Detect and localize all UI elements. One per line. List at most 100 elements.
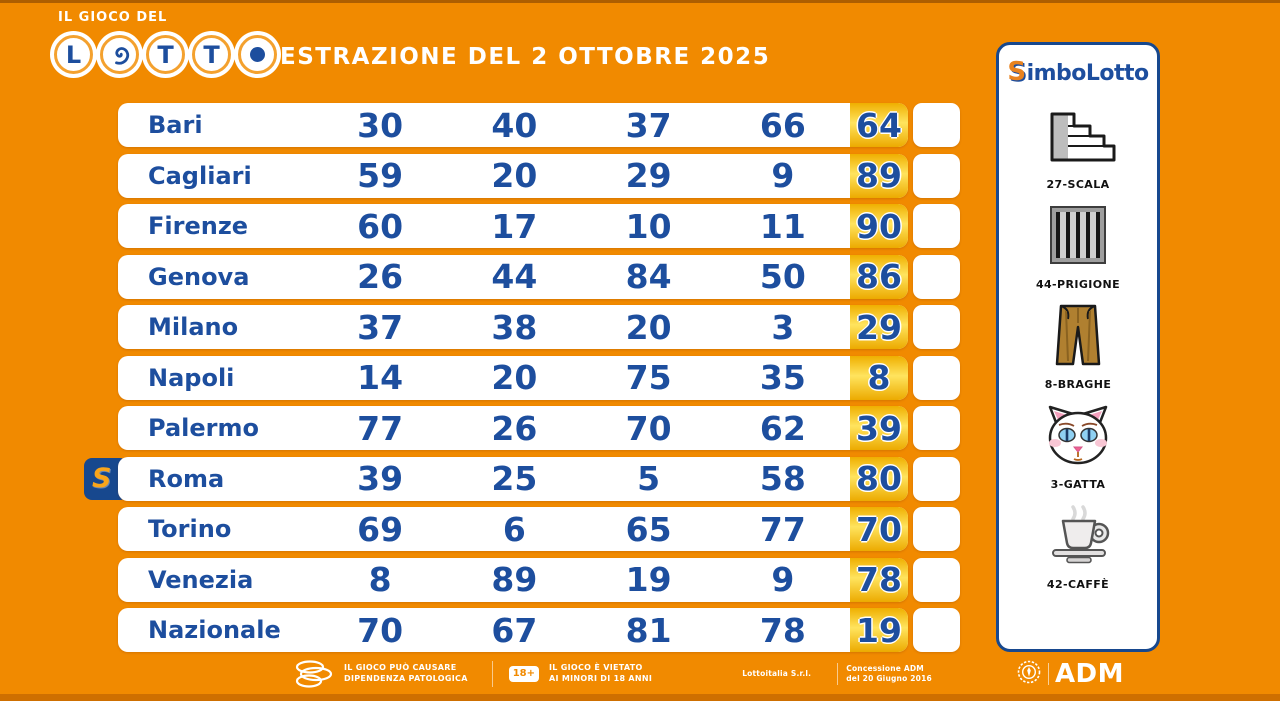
winning-number: 26	[491, 408, 538, 448]
warning-dependency-line1: IL GIOCO PUÒ CAUSARE	[344, 663, 457, 673]
bonus-number: 19	[850, 608, 908, 652]
winning-number: 40	[491, 105, 538, 145]
city-label: Torino	[148, 515, 232, 543]
winning-number: 8	[368, 560, 392, 599]
winning-number: 17	[491, 206, 538, 246]
adm-logo: ADM	[1016, 658, 1124, 690]
winning-number: 89	[491, 560, 538, 599]
winning-number: 81	[625, 610, 672, 650]
row-main: Roma 39 25 5 58 80	[118, 456, 908, 501]
simbolotto-symbol: 8-BRAGHE	[1045, 293, 1112, 393]
adm-logo-separator	[1047, 663, 1049, 685]
table-row: Milano 37 38 20 3 29	[118, 305, 960, 349]
city-label: Nazionale	[148, 616, 281, 644]
table-row: S Roma 39 25 5 58 80	[84, 456, 960, 501]
cat-icon	[1045, 393, 1111, 477]
winning-number: 39	[357, 459, 404, 498]
winning-number: 5	[637, 459, 661, 498]
city-label: Genova	[148, 262, 250, 291]
winning-number: 75	[625, 358, 672, 397]
top-edge-strip	[0, 0, 1280, 3]
winning-number: 60	[357, 206, 404, 246]
city-label: Napoli	[148, 363, 235, 392]
winning-number: 9	[771, 156, 795, 195]
bottom-edge-strip	[0, 694, 1280, 701]
footer-divider	[491, 661, 493, 687]
winning-number: 9	[771, 560, 795, 599]
winning-number: 58	[759, 459, 806, 498]
symbol-label: 42-CAFFÈ	[1046, 578, 1110, 591]
adm-label: ADM	[1054, 659, 1125, 689]
winning-number: 3	[771, 307, 795, 347]
winning-number: 50	[759, 257, 806, 296]
empty-extra-cell	[913, 507, 960, 551]
winning-number: 6	[502, 509, 526, 549]
concession-line1: Concessione ADM	[846, 663, 924, 673]
city-label: Palermo	[148, 414, 259, 442]
table-row: Torino 69 6 65 77 70	[118, 507, 960, 551]
warning-minors-line1: IL GIOCO È VIETATO	[549, 663, 643, 673]
winning-number: 59	[357, 156, 404, 195]
winning-number: 20	[491, 156, 538, 195]
row-main: Venezia 8 89 19 9 78	[118, 557, 908, 602]
bonus-number: 80	[850, 456, 908, 501]
winning-number: 70	[625, 408, 672, 448]
winning-number: 65	[625, 509, 672, 549]
winning-number: 38	[491, 307, 538, 347]
winning-number: 37	[625, 105, 672, 145]
winning-number: 14	[357, 358, 404, 397]
empty-extra-cell	[913, 103, 960, 147]
stairs-icon	[1040, 93, 1116, 177]
winning-number: 10	[625, 206, 672, 246]
lotto-logo-letter: L	[65, 40, 82, 69]
footer-divider	[837, 663, 839, 685]
lotto-logo-circle: T	[192, 35, 231, 74]
coffee-icon	[1043, 493, 1113, 577]
city-label: Venezia	[148, 565, 254, 594]
city-label: Cagliari	[148, 161, 252, 190]
lotto-logo-circle: T	[146, 35, 185, 74]
bonus-number: 29	[850, 305, 908, 349]
bonus-number: 70	[850, 507, 908, 551]
winning-number: 62	[759, 408, 806, 448]
bonus-number: 90	[850, 204, 908, 248]
row-main: Bari 30 40 37 66 64	[118, 103, 908, 147]
row-main: Firenze 60 17 10 11 90	[118, 204, 908, 248]
winning-number: 29	[625, 156, 672, 195]
empty-extra-cell	[913, 355, 960, 400]
lotto-logo-letter: T	[203, 40, 220, 69]
table-row: Palermo 77 26 70 62 39	[118, 406, 960, 450]
bonus-number: 89	[850, 153, 908, 198]
simbolotto-symbols: 27-SCALA 44-PRIGIONE 8-BRAGHE 3-GATTA 42-CAF…	[999, 93, 1157, 593]
winning-number: 70	[357, 610, 404, 650]
age-18-badge: 18+	[508, 666, 539, 682]
warning-minors-line2: AI MINORI DI 18 ANNI	[549, 674, 653, 683]
row-main: Cagliari 59 20 29 9 89	[118, 153, 908, 198]
empty-extra-cell	[913, 204, 960, 248]
winning-number: 77	[357, 408, 404, 448]
results-table: Bari 30 40 37 66 64 Cagliari 59 20 29 9 89 Firenze 60…	[84, 103, 960, 659]
spiral-o-icon	[114, 46, 129, 65]
empty-extra-cell	[913, 153, 960, 198]
dot-o-icon	[250, 47, 265, 62]
table-row: Genova 26 44 84 50 86	[118, 254, 960, 299]
lotto-logo-letter: T	[157, 40, 174, 69]
row-main: Palermo 77 26 70 62 39	[118, 406, 908, 450]
city-label: Roma	[148, 464, 225, 493]
city-label: Milano	[148, 313, 239, 341]
empty-extra-cell	[913, 254, 960, 299]
bonus-number: 64	[850, 103, 908, 147]
simbolotto-badge-letter: S	[92, 463, 112, 494]
symbol-label: 3-GATTA	[1050, 478, 1106, 491]
company-label: Lottoitalia S.r.l.	[742, 668, 812, 678]
bonus-number: 39	[850, 406, 908, 450]
empty-extra-cell	[913, 305, 960, 349]
simbolotto-symbol: 3-GATTA	[1045, 393, 1111, 493]
concession-label: Concessione ADM del 20 Giugno 2016	[846, 664, 932, 684]
simbolotto-panel: SimboLotto 27-SCALA 44-PRIGIONE 8-BRAGHE 3-…	[996, 42, 1160, 652]
row-main: Genova 26 44 84 50 86	[118, 254, 908, 299]
winning-number: 25	[491, 459, 538, 498]
